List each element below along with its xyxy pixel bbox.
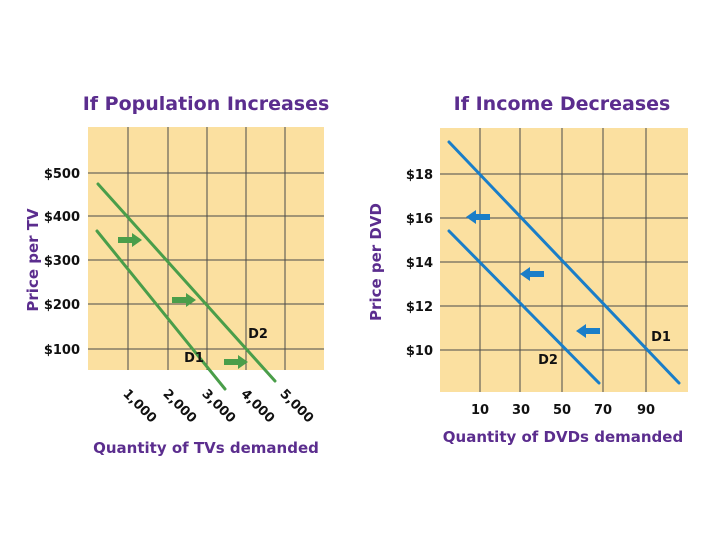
shift-arrows — [466, 210, 600, 338]
x-tick-label: 50 — [553, 403, 571, 418]
x-tick-label: 10 — [471, 403, 489, 418]
shift-arrow-icon — [172, 293, 196, 307]
curve-label-d2: D2 — [538, 353, 558, 368]
x-tick-label: 4,000 — [238, 387, 278, 427]
demand-curve-d1 — [447, 140, 681, 385]
shift-arrow-icon — [118, 233, 142, 247]
demand-curve-d2 — [96, 182, 277, 383]
curve-label-d1: D1 — [184, 351, 204, 366]
x-tick-label: 90 — [637, 403, 655, 418]
x-tick-label: 70 — [594, 403, 612, 418]
demand-curve-d2 — [447, 229, 601, 385]
x-tick-label: 5,000 — [277, 387, 317, 427]
y-tick-label: $300 — [44, 254, 80, 269]
chart-title: If Population Increases — [83, 93, 330, 115]
y-tick-label: $500 — [44, 167, 80, 182]
y-tick-label: $16 — [406, 212, 433, 227]
x-tick-label: 2,000 — [160, 387, 200, 427]
curve-label-d1: D1 — [651, 330, 671, 345]
population-chart: If Population Increases Price per TV Qua… — [24, 93, 329, 457]
demand-curves: D1 D2 — [95, 182, 277, 391]
y-ticks: $18 $16 $14 $12 $10 — [406, 168, 433, 359]
x-tick-label: 30 — [512, 403, 530, 418]
x-axis-label: Quantity of TVs demanded — [93, 439, 319, 457]
shift-arrow-icon — [520, 267, 544, 281]
y-ticks: $500 $400 $300 $200 $100 — [44, 167, 80, 358]
shift-arrow-icon — [224, 355, 248, 369]
x-tick-label: 3,000 — [199, 387, 239, 427]
y-tick-label: $400 — [44, 210, 80, 225]
income-chart: If Income Decreases Price per DVD Quanti… — [367, 93, 688, 446]
y-tick-label: $100 — [44, 343, 80, 358]
x-ticks: 10 30 50 70 90 — [471, 403, 655, 418]
shift-arrows — [118, 233, 248, 369]
y-tick-label: $12 — [406, 300, 433, 315]
shift-arrow-icon — [466, 210, 490, 224]
chart-title: If Income Decreases — [454, 93, 671, 115]
shift-arrow-icon — [576, 324, 600, 338]
y-tick-label: $10 — [406, 344, 433, 359]
y-axis-label: Price per DVD — [367, 203, 385, 321]
y-axis-label: Price per TV — [24, 208, 42, 312]
x-tick-label: 1,000 — [120, 387, 160, 427]
x-ticks: 1,000 2,000 3,000 4,000 5,000 — [120, 387, 317, 427]
demand-curve-d1 — [95, 229, 227, 391]
y-tick-label: $18 — [406, 168, 433, 183]
demand-curves: D1 D2 — [447, 140, 681, 385]
y-tick-label: $14 — [406, 256, 433, 271]
x-axis-label: Quantity of DVDs demanded — [443, 428, 683, 446]
plot-area — [88, 127, 324, 370]
y-tick-label: $200 — [44, 298, 80, 313]
curve-label-d2: D2 — [248, 327, 268, 342]
